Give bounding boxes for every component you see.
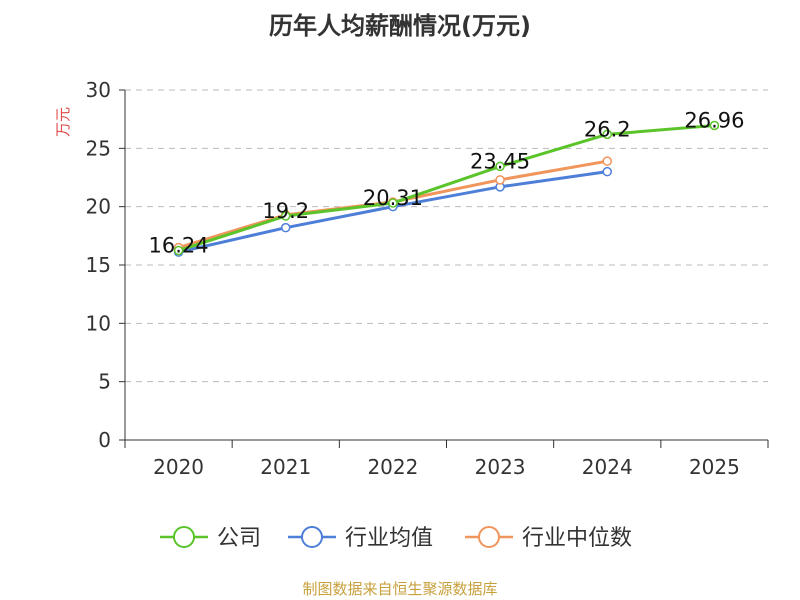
y-tick-label: 15 (86, 253, 111, 277)
data-point (495, 161, 505, 172)
x-tick-label: 2025 (689, 455, 740, 479)
data-label: 26.2 (584, 117, 631, 141)
gridlines (125, 89, 768, 383)
data-point (602, 166, 612, 177)
legend-marker (173, 526, 195, 548)
source-note: 制图数据来自恒生聚源数据库 (302, 580, 498, 598)
x-tick-label: 2020 (153, 455, 204, 479)
x-tick-label: 2021 (260, 455, 311, 479)
data-label: 20.31 (363, 186, 423, 210)
legend-label: 公司 (217, 526, 261, 551)
data-label: 19.2 (262, 199, 309, 223)
y-tick-label: 10 (86, 311, 111, 335)
data-label: 23.45 (470, 149, 530, 173)
y-tick-label: 20 (86, 195, 111, 219)
x-tick-label: 2023 (475, 455, 526, 479)
series-group (173, 120, 720, 257)
series-line-0 (178, 123, 715, 252)
x-tick-label: 2024 (582, 455, 633, 479)
data-point (602, 129, 612, 140)
chart-title: 历年人均薪酬情况(万元) (269, 12, 531, 40)
x-tick-label: 2022 (367, 455, 418, 479)
y-axis-label: 万元 (54, 107, 72, 137)
legend-label: 行业均值 (345, 526, 433, 551)
x-axis-ticks: 2020 2021 2022 2023 2024 2025 (124, 440, 769, 479)
data-point (281, 211, 291, 221)
y-tick-label: 30 (86, 78, 111, 102)
data-label: 16.24 (149, 234, 209, 258)
legend-label: 行业中位数 (522, 526, 632, 551)
data-point (602, 156, 612, 166)
y-axis-ticks: 0 5 10 15 20 25 30 (86, 78, 125, 452)
data-point (388, 198, 398, 208)
legend: 公司 行业均值 行业中位数 (160, 526, 632, 551)
y-tick-label: 5 (98, 370, 111, 394)
data-point (495, 175, 505, 185)
series-line-1 (178, 170, 608, 254)
data-point (709, 120, 720, 131)
data-point (281, 222, 291, 233)
legend-marker (478, 526, 500, 548)
y-tick-label: 25 (86, 136, 111, 160)
legend-marker (301, 526, 323, 548)
data-point (173, 245, 184, 256)
data-labels: 16.24 19.2 20.31 23.45 26.2 26.96 (149, 108, 745, 257)
y-tick-label: 0 (98, 428, 111, 452)
data-label: 26.96 (684, 108, 744, 132)
